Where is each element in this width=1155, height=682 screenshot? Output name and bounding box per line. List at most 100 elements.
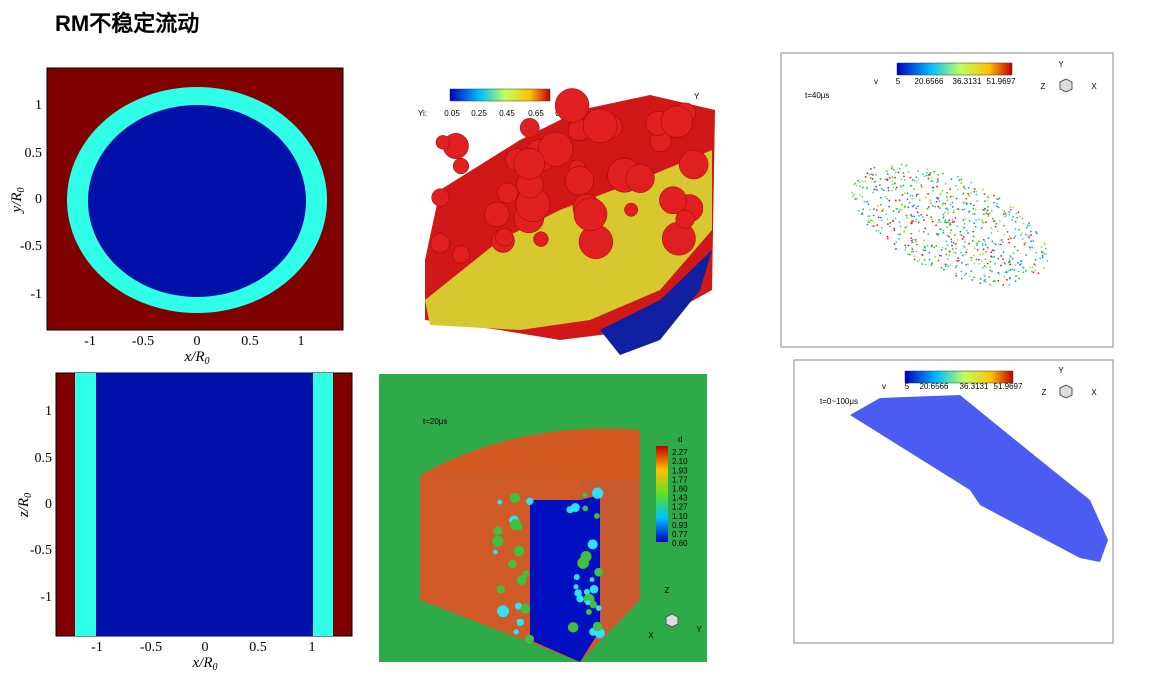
particle: [886, 223, 889, 225]
particle: [968, 275, 971, 278]
particle: [978, 262, 981, 265]
particle: [882, 189, 885, 192]
particle: [872, 173, 874, 176]
particle: [939, 221, 942, 223]
slice-vortex: [514, 545, 525, 557]
particle: [1002, 241, 1004, 244]
particle: [1035, 251, 1038, 254]
particle: [995, 223, 998, 225]
particle: [903, 179, 906, 181]
particle: [993, 201, 995, 204]
x-tick-label: 0: [202, 640, 209, 655]
particle: [893, 229, 896, 231]
particle: [1024, 233, 1027, 236]
colorbar-tick: 0.65: [528, 109, 544, 118]
colorbar-tick: 5: [905, 382, 910, 391]
particle: [957, 208, 960, 211]
particle: [875, 185, 878, 188]
particle: [942, 202, 945, 205]
particle: [891, 183, 894, 186]
particle: [905, 214, 908, 217]
particle: [900, 163, 903, 166]
particle: [873, 166, 876, 169]
particle: [1042, 252, 1045, 255]
triad-label: X: [1091, 388, 1097, 397]
particle: [999, 243, 1002, 246]
particle: [1046, 260, 1049, 262]
particle: [952, 211, 955, 214]
particle: [963, 226, 966, 229]
particle: [968, 219, 971, 222]
particle: [967, 194, 970, 197]
axis-triad: [1059, 384, 1073, 399]
slice-vortex: [587, 539, 598, 550]
particle: [959, 230, 962, 233]
particle: [913, 258, 916, 261]
particle: [1002, 251, 1005, 254]
particle: [886, 178, 888, 181]
particle: [1017, 262, 1019, 264]
particle: [1041, 256, 1044, 259]
particle: [918, 259, 921, 261]
particle: [956, 225, 959, 228]
particle: [972, 235, 975, 238]
particle: [1003, 210, 1006, 213]
particle: [904, 244, 907, 247]
iso-blob: [678, 149, 709, 180]
particle: [967, 211, 970, 213]
particle: [947, 212, 950, 214]
particle: [953, 209, 955, 212]
colorbar-tick: 1.10: [672, 512, 688, 521]
colorbar-tick: 1.93: [672, 466, 688, 475]
particle: [940, 266, 943, 269]
colorbar-label: v: [882, 382, 886, 391]
particle: [1031, 270, 1033, 273]
particle: [917, 221, 920, 224]
particle: [973, 222, 976, 225]
particle: [871, 177, 874, 180]
particle: [877, 229, 880, 232]
axis-triad: [665, 613, 679, 628]
particle: [877, 216, 880, 219]
particle: [934, 255, 936, 258]
particle: [910, 214, 912, 216]
particle: [974, 225, 977, 228]
particle: [899, 233, 902, 236]
particle: [917, 193, 920, 196]
particle: [868, 215, 871, 217]
particle: [870, 173, 873, 176]
particle: [942, 213, 945, 216]
colorbar: [656, 446, 668, 542]
particle: [948, 254, 951, 257]
particle: [935, 245, 938, 247]
particle: [1018, 277, 1021, 280]
particle: [868, 221, 870, 224]
particle: [938, 200, 941, 202]
particle: [981, 242, 984, 245]
slice-vortex: [594, 567, 604, 577]
particle: [954, 251, 957, 254]
particle: [938, 219, 940, 221]
particle: [884, 178, 887, 181]
particle: [991, 270, 993, 273]
particle: [926, 168, 929, 171]
particle: [1016, 216, 1019, 219]
slice-vortex: [573, 584, 579, 590]
time-label: t=20μs: [423, 417, 447, 426]
particle: [907, 244, 910, 247]
particle: [950, 238, 953, 241]
particle: [997, 198, 999, 201]
particle: [972, 207, 975, 210]
particle: [859, 185, 861, 188]
axis-label: z/R0: [16, 493, 34, 518]
particle: [1009, 255, 1012, 258]
particle: [1024, 270, 1027, 272]
particle: [1000, 239, 1003, 241]
y-tick-label: -0.5: [20, 239, 42, 254]
particle: [949, 222, 951, 225]
particle: [886, 197, 889, 200]
particle: [1014, 235, 1017, 238]
particle: [981, 244, 984, 247]
colorbar-tick: 0.93: [672, 521, 688, 530]
colorbar-tick: 51.9697: [987, 77, 1016, 86]
